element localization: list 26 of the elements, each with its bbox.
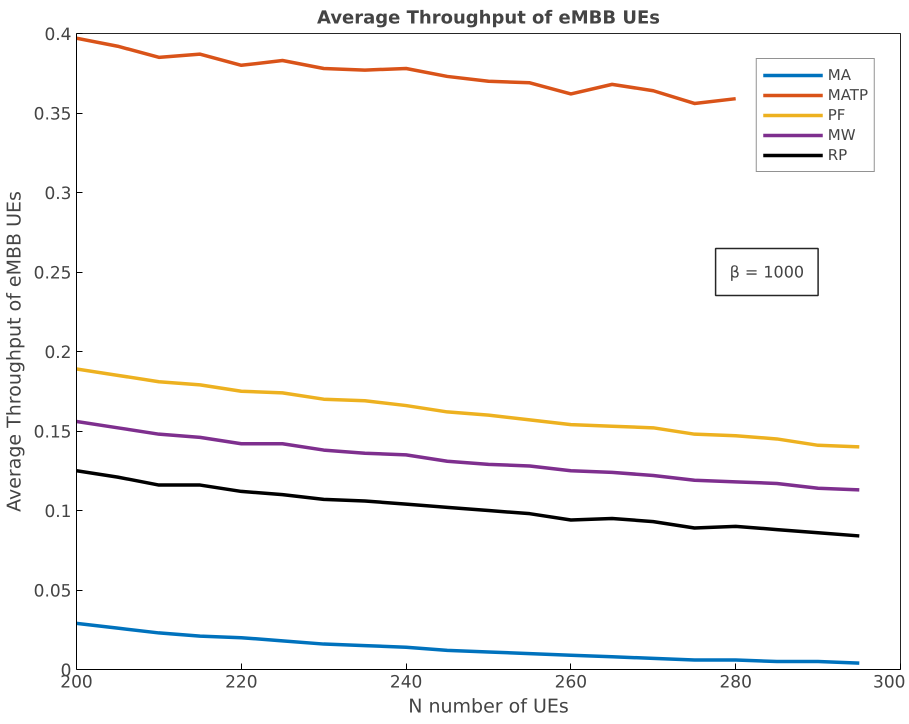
legend-label: MW [828, 126, 856, 144]
legend-label: MA [828, 66, 851, 84]
x-tick-label: 240 [390, 672, 422, 692]
y-tick-label: 0.35 [34, 104, 72, 124]
y-tick-label: 0.1 [44, 502, 72, 522]
y-tick-label: 0.25 [34, 264, 72, 284]
x-tick-label: 260 [554, 672, 588, 692]
legend-label: PF [828, 106, 846, 124]
y-tick-label: 0.15 [34, 422, 72, 442]
y-axis-title: Average Throughput of eMBB UEs [4, 191, 26, 512]
y-tick-label: 0.2 [44, 343, 72, 363]
chart-title: Average Throughput of eMBB UEs [317, 8, 660, 28]
y-tick-label: 0.05 [34, 582, 72, 602]
line-series [76, 367, 862, 449]
x-tick-label: 280 [719, 672, 752, 692]
x-axis-title: N number of UEs [408, 696, 569, 718]
line-series [76, 420, 862, 492]
y-tick-label: 0.3 [44, 184, 72, 204]
line-series [76, 622, 862, 665]
x-tick-label: 300 [873, 672, 906, 692]
line-series [76, 36, 738, 106]
legend-label: MATP [828, 86, 868, 104]
legend-label: RP [828, 146, 848, 164]
annotation: β = 1000 [730, 262, 804, 282]
y-tick-label: 0.4 [44, 25, 72, 45]
x-tick-label: 220 [225, 672, 258, 692]
